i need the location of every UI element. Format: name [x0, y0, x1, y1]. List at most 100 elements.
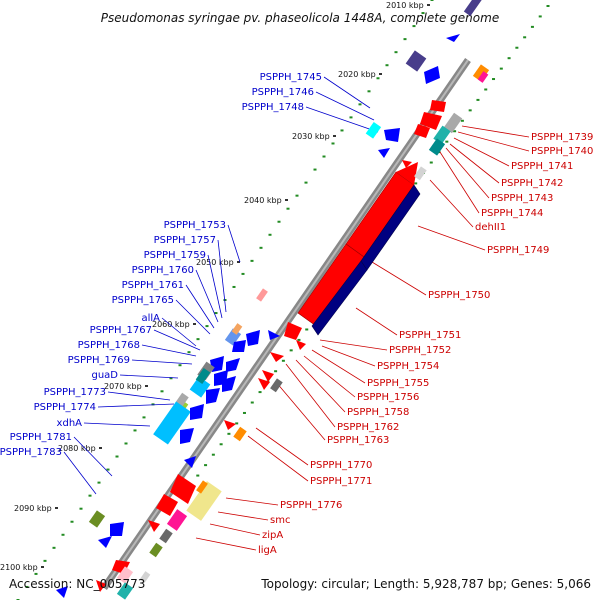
gene-feature-red[interactable] [284, 322, 302, 340]
gene-label[interactable]: PSPPH_1760 [132, 265, 194, 276]
gene-feature-olive[interactable] [149, 542, 163, 558]
gene-label[interactable]: PSPPH_1741 [511, 161, 573, 172]
gene-label[interactable]: PSPPH_1754 [377, 361, 439, 372]
gene-feature-red[interactable] [430, 100, 446, 112]
gene-feature-blue[interactable] [110, 522, 124, 536]
position-label: 2010 kbp [386, 1, 424, 10]
gene-feature-blue[interactable] [246, 330, 260, 346]
gene-label[interactable]: smc [270, 515, 290, 526]
gene-feature-khaki[interactable] [186, 481, 222, 521]
gene-feature-blue-small[interactable] [268, 330, 280, 340]
gene-label[interactable]: ligA [258, 545, 277, 556]
gene-feature-orange[interactable] [472, 64, 490, 82]
gene-feature-navy[interactable] [311, 260, 368, 336]
gene-feature-cyan[interactable] [189, 376, 211, 398]
gene-label[interactable]: PSPPH_1773 [44, 387, 106, 398]
gene-feature-red-small[interactable] [402, 160, 412, 168]
gene-label[interactable]: PSPPH_1774 [34, 402, 96, 413]
gene-feature-red-small[interactable] [224, 420, 236, 430]
gene-feature-violet[interactable] [405, 50, 427, 72]
gene-feature-grey[interactable] [270, 378, 283, 393]
gene-label[interactable]: PSPPH_1770 [310, 460, 372, 471]
gene-feature-red[interactable] [420, 112, 442, 130]
gene-feature-red[interactable] [270, 352, 284, 362]
gene-feature-blue[interactable] [424, 66, 440, 84]
gene-feature-blue[interactable] [180, 428, 194, 444]
gene-feature-red[interactable] [148, 520, 160, 532]
gene-feature-red[interactable] [296, 340, 306, 350]
gene-feature-blue-small[interactable] [98, 536, 112, 548]
gene-label[interactable]: PSPPH_1745 [260, 72, 322, 83]
gene-feature-cyan[interactable] [365, 121, 382, 139]
gene-feature-blue-small[interactable] [446, 34, 460, 42]
gene-label[interactable]: PSPPH_1776 [280, 500, 342, 511]
gene-feature-olive[interactable] [88, 510, 106, 528]
gene-feature-magenta[interactable] [166, 509, 188, 531]
gene-label[interactable]: PSPPH_1763 [327, 435, 389, 446]
gene-feature-orange[interactable] [196, 480, 208, 494]
gene-feature-red[interactable] [156, 494, 178, 516]
gene-label[interactable]: PSPPH_1739 [531, 132, 593, 143]
gene-label[interactable]: PSPPH_1771 [310, 476, 372, 487]
gene-feature-orange[interactable] [233, 426, 247, 442]
gene-feature-teal[interactable] [116, 582, 134, 600]
gene-label[interactable]: PSPPH_1740 [531, 146, 593, 157]
gene-feature-teal[interactable] [428, 138, 446, 156]
gene-label[interactable]: PSPPH_1750 [428, 290, 490, 301]
gene-label[interactable]: PSPPH_1743 [491, 193, 553, 204]
gene-feature-magenta[interactable] [477, 71, 489, 83]
gene-feature-lightgrey[interactable] [139, 571, 151, 583]
gene-feature-grey[interactable] [443, 112, 463, 134]
gene-feature-cyan-large[interactable] [153, 401, 191, 445]
gene-feature-blue-small[interactable] [378, 148, 390, 158]
gene-label[interactable]: xdhA [57, 418, 83, 429]
gene-label[interactable]: PSPPH_1758 [347, 407, 409, 418]
gene-feature-red[interactable] [414, 124, 430, 138]
gene-feature-blue-small[interactable] [184, 456, 196, 468]
gene-feature-blue[interactable] [232, 340, 246, 352]
gene-label[interactable]: guaD [91, 370, 118, 381]
gene-label[interactable]: PSPPH_1757 [154, 235, 216, 246]
gene-label[interactable]: PSPPH_1783 [0, 447, 62, 458]
gene-feature-red[interactable] [262, 370, 274, 382]
gene-label[interactable]: PSPPH_1765 [112, 295, 174, 306]
gene-feature-blue[interactable] [384, 128, 400, 142]
gene-label[interactable]: PSPPH_1762 [337, 422, 399, 433]
gene-label[interactable]: PSPPH_1748 [242, 102, 304, 113]
gene-feature-lightgrey[interactable] [414, 166, 427, 181]
gene-label[interactable]: PSPPH_1753 [164, 220, 226, 231]
gene-label[interactable]: PSPPH_1761 [122, 280, 184, 291]
gene-label[interactable]: PSPPH_1746 [252, 87, 314, 98]
gene-feature-teal[interactable] [195, 367, 211, 385]
gene-label[interactable]: dehII1 [475, 222, 506, 233]
gene-feature-pink[interactable] [256, 288, 268, 302]
gene-label[interactable]: PSPPH_1752 [389, 345, 451, 356]
gene-feature-pink[interactable] [116, 566, 134, 584]
gene-feature-blue[interactable] [226, 358, 240, 372]
gene-label[interactable]: PSPPH_1768 [78, 340, 140, 351]
gene-label[interactable]: PSPPH_1755 [367, 378, 429, 389]
gene-label[interactable]: PSPPH_1756 [357, 392, 419, 403]
gene-label[interactable]: PSPPH_1759 [144, 250, 206, 261]
gene-label[interactable]: PSPPH_1767 [90, 325, 152, 336]
gene-label[interactable]: allA [141, 313, 160, 324]
gene-label[interactable]: zipA [262, 530, 283, 541]
gene-feature-red[interactable] [170, 474, 196, 504]
gene-feature-red-small[interactable] [96, 580, 106, 592]
gene-feature-grey[interactable] [159, 528, 173, 544]
gene-feature-red-arrow[interactable] [396, 162, 418, 185]
gene-feature-violet-top[interactable] [463, 0, 485, 17]
gene-feature-blue[interactable] [190, 404, 204, 420]
gene-label[interactable]: PSPPH_1749 [487, 245, 549, 256]
gene-label[interactable]: PSPPH_1744 [481, 208, 543, 219]
gene-feature-tan[interactable] [231, 323, 243, 335]
gene-label[interactable]: PSPPH_1769 [68, 355, 130, 366]
gene-label[interactable]: PSPPH_1781 [10, 432, 72, 443]
gene-feature-blue-small[interactable] [56, 586, 68, 598]
gc-dot [232, 285, 236, 288]
gene-feature-red[interactable] [258, 378, 270, 390]
gene-feature-blue[interactable] [206, 388, 220, 404]
gene-label[interactable]: PSPPH_1742 [501, 178, 563, 189]
gene-feature-blue[interactable] [222, 376, 236, 392]
gene-label[interactable]: PSPPH_1751 [399, 330, 461, 341]
